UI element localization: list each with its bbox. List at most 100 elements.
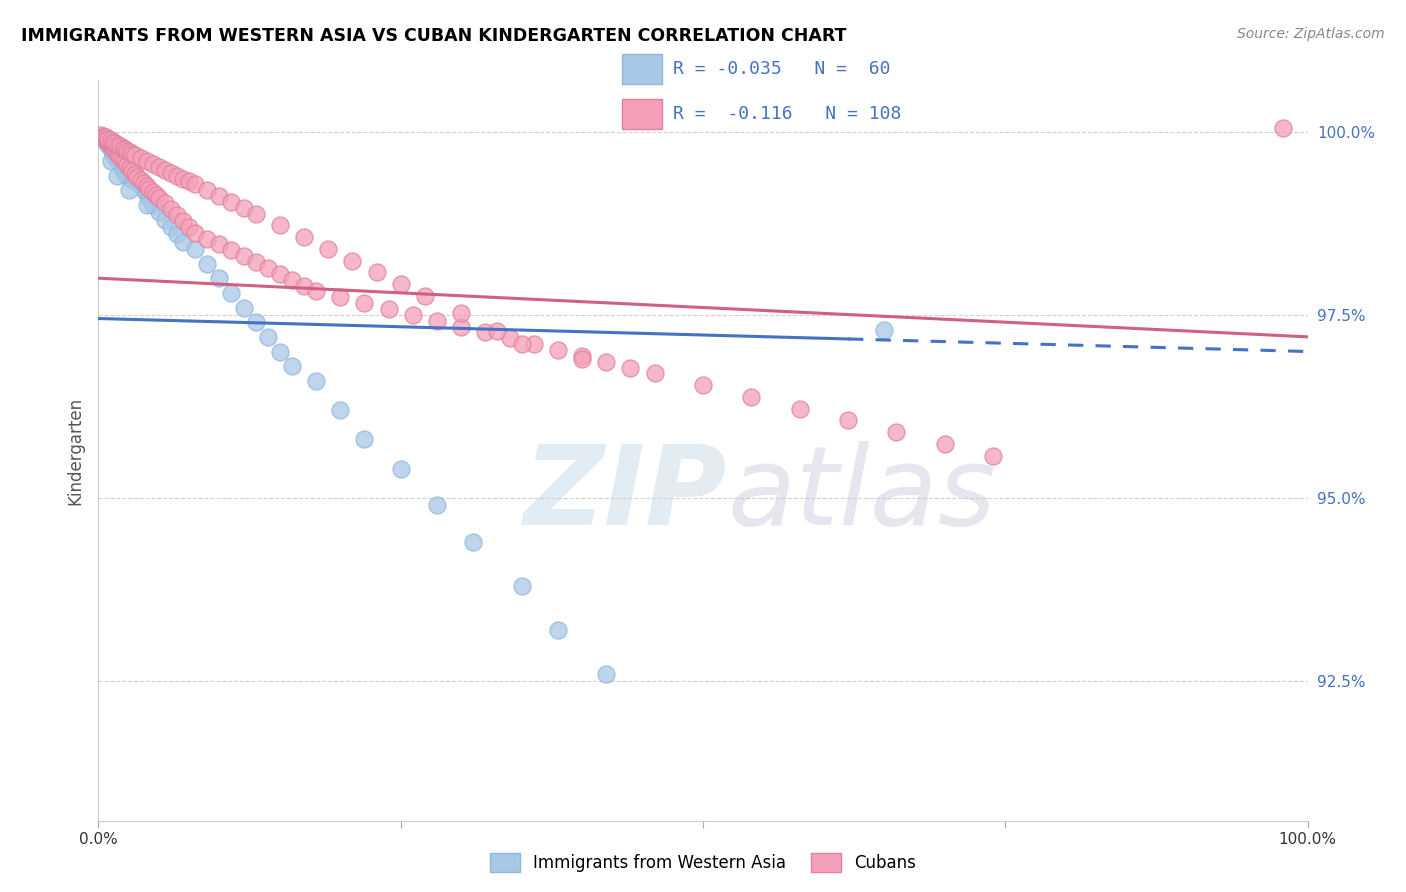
Point — [160, 202, 183, 217]
Point — [232, 201, 254, 215]
Point — [104, 144, 127, 158]
Point — [426, 314, 449, 328]
Point — [148, 190, 170, 204]
Point — [111, 161, 134, 176]
Point — [124, 167, 146, 181]
Point — [101, 141, 124, 155]
Point — [105, 145, 128, 160]
Point — [94, 130, 117, 145]
Point — [269, 219, 291, 233]
Point — [510, 337, 533, 351]
Point — [135, 178, 157, 193]
Point — [100, 153, 122, 168]
Point — [97, 132, 120, 146]
Point — [377, 301, 399, 316]
Point — [389, 277, 412, 291]
Point — [166, 227, 188, 242]
Point — [135, 153, 157, 168]
Point — [981, 449, 1004, 463]
Point — [281, 359, 304, 373]
Point — [245, 315, 267, 329]
Point — [934, 437, 956, 451]
Point — [172, 235, 194, 249]
Point — [107, 146, 129, 161]
Point — [486, 324, 509, 338]
Point — [101, 145, 124, 160]
Point — [837, 413, 859, 427]
Point — [221, 194, 243, 209]
Point — [105, 169, 128, 183]
Point — [179, 219, 201, 234]
Point — [740, 390, 762, 404]
Point — [94, 132, 117, 146]
Point — [118, 145, 141, 160]
Point — [329, 403, 352, 417]
Text: atlas: atlas — [727, 442, 995, 549]
Point — [160, 166, 183, 180]
Point — [450, 306, 472, 320]
Point — [166, 169, 188, 183]
Point — [245, 207, 267, 221]
Text: ZIP: ZIP — [523, 442, 727, 549]
Point — [644, 367, 666, 381]
Point — [463, 535, 485, 549]
Point — [91, 130, 114, 145]
Point — [98, 136, 121, 151]
Point — [208, 237, 231, 252]
Point — [172, 171, 194, 186]
Point — [160, 219, 183, 234]
Point — [571, 351, 593, 366]
Point — [124, 174, 146, 188]
Point — [100, 133, 122, 147]
Point — [184, 242, 207, 256]
Point — [292, 230, 315, 244]
Point — [101, 146, 124, 161]
Point — [121, 146, 143, 161]
Point — [107, 137, 129, 152]
Point — [166, 208, 188, 222]
Point — [100, 141, 122, 155]
Point — [110, 160, 132, 174]
Point — [595, 667, 617, 681]
Point — [269, 344, 291, 359]
Point — [108, 158, 131, 172]
Y-axis label: Kindergarten: Kindergarten — [66, 396, 84, 505]
Point — [179, 174, 201, 188]
Point — [120, 172, 142, 186]
Point — [107, 153, 129, 168]
Point — [100, 137, 122, 152]
Point — [138, 182, 160, 196]
Point — [129, 151, 152, 165]
Point — [134, 176, 156, 190]
Point — [108, 148, 131, 162]
Point — [208, 271, 231, 285]
Point — [195, 256, 218, 270]
Point — [104, 136, 127, 151]
Legend: Immigrants from Western Asia, Cubans: Immigrants from Western Asia, Cubans — [484, 847, 922, 879]
Point — [124, 148, 146, 162]
Point — [117, 169, 139, 183]
Point — [402, 308, 425, 322]
Point — [619, 360, 641, 375]
Point — [366, 265, 388, 279]
Point — [153, 162, 176, 177]
Point — [148, 205, 170, 219]
Point — [142, 185, 165, 199]
Point — [692, 378, 714, 392]
Point — [232, 249, 254, 263]
Point — [221, 244, 243, 258]
Point — [105, 153, 128, 167]
Point — [134, 183, 156, 197]
Point — [100, 143, 122, 157]
Point — [245, 255, 267, 269]
Point — [114, 155, 136, 169]
Point — [108, 149, 131, 163]
Point — [389, 462, 412, 476]
Point — [789, 401, 811, 416]
Point — [118, 169, 141, 184]
Point — [97, 137, 120, 152]
Point — [96, 133, 118, 147]
Text: R = -0.035   N =  60: R = -0.035 N = 60 — [672, 60, 890, 78]
Point — [232, 301, 254, 315]
Point — [101, 135, 124, 149]
